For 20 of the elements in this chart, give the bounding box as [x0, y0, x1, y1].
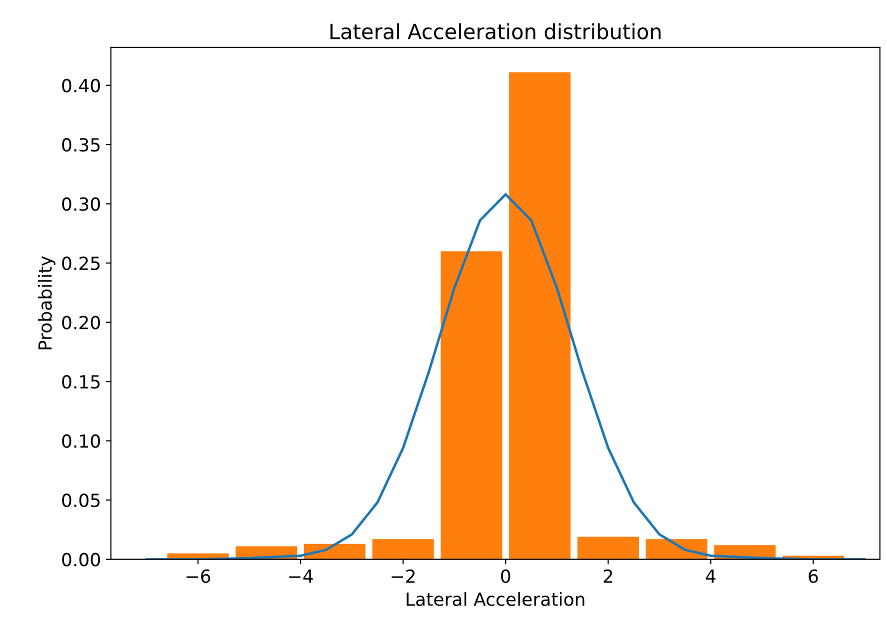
- x-tick-label: −2: [392, 569, 415, 583]
- y-axis-title: Probability: [38, 256, 56, 350]
- y-tick-label: 0.40: [62, 78, 100, 92]
- x-tick-label: 4: [706, 570, 716, 583]
- y-tick-label: 0.05: [62, 494, 100, 508]
- x-tick-label: 6: [808, 569, 818, 584]
- x-axis-title: Lateral Acceleration: [406, 592, 584, 606]
- y-tick-label: 0.00: [62, 552, 100, 566]
- x-tick-label: −4: [289, 570, 313, 583]
- y-tick-label: 0.20: [62, 316, 100, 330]
- y-tick-label: 0.15: [62, 375, 100, 389]
- y-tick-label: 0.25: [62, 256, 100, 270]
- y-tick-label: 0.10: [62, 434, 100, 448]
- chart-title: Lateral Acceleration distribution: [330, 23, 661, 40]
- x-tick-label: −6: [186, 569, 210, 584]
- x-tick-label: 2: [604, 569, 612, 583]
- line-series: [146, 193, 866, 560]
- y-tick-label: 0.35: [62, 138, 100, 152]
- x-tick-label: 0: [501, 569, 510, 584]
- y-tick-label: 0.30: [62, 197, 100, 211]
